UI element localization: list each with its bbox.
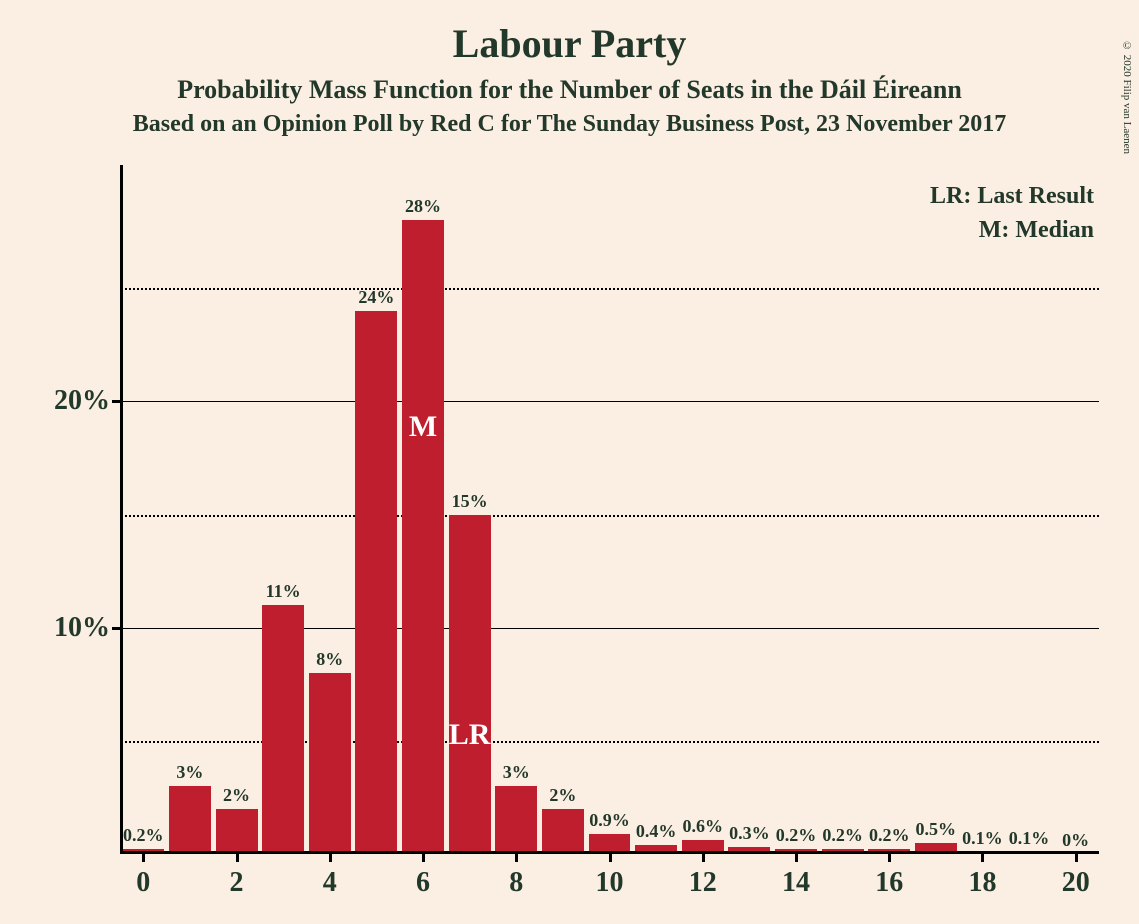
y-tick-mark <box>112 627 120 630</box>
x-tick-mark <box>609 854 612 862</box>
x-tick-mark <box>236 854 239 862</box>
bar-value-label: 0.2% <box>122 825 164 846</box>
x-tick-label: 18 <box>968 867 996 899</box>
bar-value-label: 11% <box>262 581 304 602</box>
x-axis <box>120 851 1099 854</box>
x-tick-label: 4 <box>323 867 337 899</box>
y-tick-label: 20% <box>50 385 110 417</box>
gridline-major <box>120 401 1099 402</box>
x-tick-mark <box>981 854 984 862</box>
x-tick-mark <box>142 854 145 862</box>
bar: 8% <box>309 673 351 854</box>
x-tick-mark <box>515 854 518 862</box>
bar-value-label: 0.9% <box>589 810 631 831</box>
bar: 24% <box>355 311 397 854</box>
bar-value-label: 0.6% <box>682 816 724 837</box>
bar-value-label: 0% <box>1055 830 1097 851</box>
x-tick-mark <box>329 854 332 862</box>
x-tick-label: 20 <box>1062 867 1090 899</box>
bar-value-label: 15% <box>449 491 491 512</box>
bar-value-label: 0.5% <box>915 819 957 840</box>
bar-value-label: 28% <box>402 196 444 217</box>
gridline-minor <box>120 515 1099 517</box>
chart-subtitle: Probability Mass Function for the Number… <box>40 75 1099 105</box>
x-tick-label: 16 <box>875 867 903 899</box>
x-tick-mark <box>888 854 891 862</box>
bar-value-label: 0.4% <box>635 821 677 842</box>
bar-value-label: 0.3% <box>728 823 770 844</box>
bar-value-label: 3% <box>495 762 537 783</box>
x-tick-mark <box>1075 854 1078 862</box>
chart-title: Labour Party <box>40 20 1099 67</box>
copyright: © 2020 Filip van Laenen <box>1121 40 1133 154</box>
bar-value-label: 2% <box>216 785 258 806</box>
x-tick-label: 10 <box>596 867 624 899</box>
median-annotation: M <box>402 410 444 444</box>
bar-value-label: 0.2% <box>822 825 864 846</box>
bar-value-label: 8% <box>309 649 351 670</box>
x-tick-mark <box>795 854 798 862</box>
y-tick-mark <box>112 400 120 403</box>
chart-sourceline: Based on an Opinion Poll by Red C for Th… <box>40 111 1099 138</box>
bar: 2% <box>542 809 584 854</box>
chart-plot-area: 10%20%024681012141618200.2%3%2%11%8%24%2… <box>120 175 1099 854</box>
x-tick-label: 0 <box>136 867 150 899</box>
x-tick-label: 12 <box>689 867 717 899</box>
last-result-annotation: LR <box>449 718 491 752</box>
bar: 3% <box>169 786 211 854</box>
bar: 11% <box>262 605 304 854</box>
bar-value-label: 0.2% <box>868 825 910 846</box>
bar: 3% <box>495 786 537 854</box>
y-tick-label: 10% <box>50 612 110 644</box>
gridline-minor <box>120 288 1099 290</box>
bar-value-label: 3% <box>169 762 211 783</box>
y-axis <box>120 165 123 854</box>
x-tick-mark <box>422 854 425 862</box>
x-tick-label: 8 <box>509 867 523 899</box>
x-tick-label: 6 <box>416 867 430 899</box>
bar: 28%M <box>402 220 444 854</box>
x-tick-label: 2 <box>230 867 244 899</box>
bar: 15%LR <box>449 515 491 855</box>
bar: 2% <box>216 809 258 854</box>
x-tick-mark <box>702 854 705 862</box>
x-tick-label: 14 <box>782 867 810 899</box>
bar-value-label: 2% <box>542 785 584 806</box>
bar-value-label: 0.1% <box>961 828 1003 849</box>
bar-value-label: 0.2% <box>775 825 817 846</box>
bar-value-label: 24% <box>355 287 397 308</box>
bar-value-label: 0.1% <box>1008 828 1050 849</box>
